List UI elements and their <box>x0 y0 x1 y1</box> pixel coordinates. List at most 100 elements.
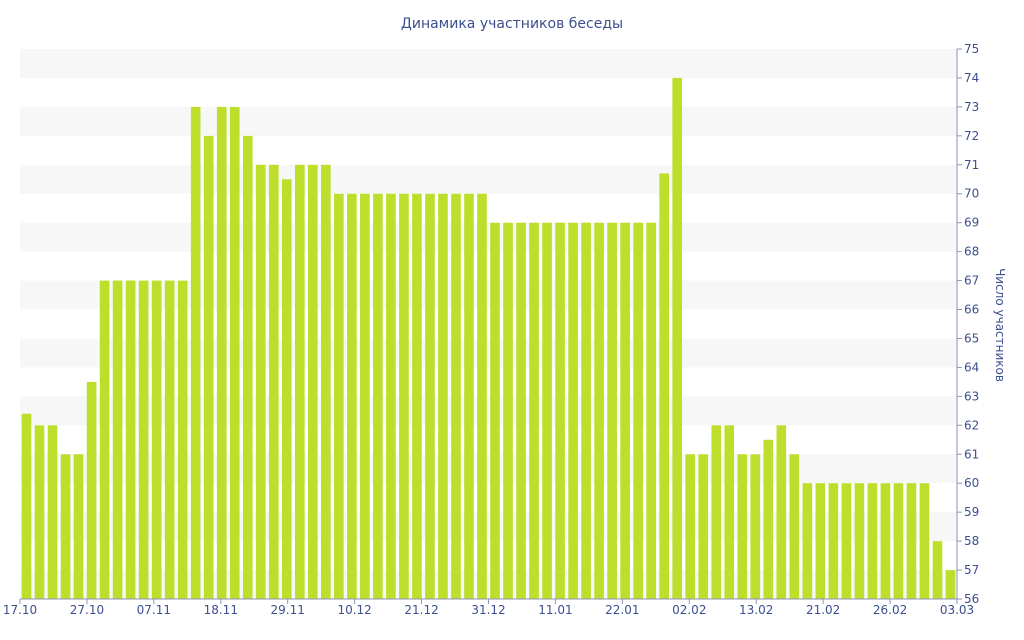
y-axis-ticks: 56 57 58 59 60 61 62 63 64 65 66 67 68 69 70 71 72 73 74 75 <box>957 42 979 606</box>
bar <box>724 425 735 599</box>
bar <box>399 193 409 599</box>
bar <box>828 483 839 599</box>
bar <box>203 135 214 599</box>
bar <box>229 106 240 599</box>
y-tick-label: 65 <box>964 331 979 345</box>
bar <box>451 193 461 599</box>
bar <box>138 280 149 599</box>
bar <box>633 222 643 599</box>
bar <box>685 454 696 599</box>
y-tick-label: 56 <box>964 592 979 606</box>
y-tick-label: 60 <box>964 476 979 490</box>
bar <box>73 454 84 599</box>
grid-band <box>20 280 957 310</box>
bar <box>503 222 513 599</box>
bar <box>347 193 357 599</box>
bar <box>737 454 748 599</box>
x-tick-label: 13.02 <box>739 603 773 617</box>
bar <box>659 173 670 599</box>
bar <box>555 222 565 599</box>
y-axis-title: Число участников <box>993 268 1007 382</box>
bar <box>880 483 891 599</box>
bar <box>125 280 136 599</box>
bar <box>60 454 71 599</box>
y-tick-label: 67 <box>964 274 979 288</box>
bar <box>34 425 45 599</box>
grid-bands <box>20 49 957 599</box>
bar <box>360 193 370 599</box>
bar <box>581 222 591 599</box>
bar <box>711 425 722 599</box>
grid-band <box>20 49 957 78</box>
bar <box>151 280 162 599</box>
bar <box>750 454 761 599</box>
bar <box>516 222 526 599</box>
grid-band <box>20 164 957 194</box>
y-tick-label: 71 <box>964 158 979 172</box>
bar <box>307 164 318 599</box>
bar <box>425 193 435 599</box>
bar <box>177 280 188 599</box>
bar <box>568 222 578 599</box>
y-tick-label: 64 <box>964 360 979 374</box>
bar <box>321 164 331 599</box>
x-tick-label: 10.12 <box>337 603 371 617</box>
x-tick-label: 07.11 <box>137 603 171 617</box>
grid-band <box>20 396 957 426</box>
bar <box>893 483 904 599</box>
bar <box>47 425 58 599</box>
grid-band <box>20 512 957 542</box>
y-tick-label: 73 <box>964 100 979 114</box>
y-tick-label: 57 <box>964 563 979 577</box>
bar <box>542 222 552 599</box>
grid-band <box>20 222 957 252</box>
bar <box>802 483 813 599</box>
y-tick-label: 63 <box>964 389 979 403</box>
bar <box>815 483 826 599</box>
bar <box>112 280 123 599</box>
bar <box>164 280 175 599</box>
bar <box>477 193 487 599</box>
bar <box>99 280 110 599</box>
y-tick-label: 58 <box>964 534 979 548</box>
x-tick-label: 21.12 <box>404 603 438 617</box>
bar <box>294 164 305 599</box>
bar <box>945 570 956 599</box>
bar <box>464 193 474 599</box>
x-tick-label: 29.11 <box>271 603 305 617</box>
grid-band <box>20 338 957 368</box>
bar <box>216 106 227 599</box>
bar <box>620 222 630 599</box>
bar <box>841 483 852 599</box>
bar <box>438 193 448 599</box>
x-tick-label: 22.01 <box>605 603 639 617</box>
bar <box>268 164 279 599</box>
x-tick-label: 31.12 <box>471 603 505 617</box>
y-tick-label: 69 <box>964 216 979 230</box>
y-tick-label: 72 <box>964 129 979 143</box>
bar <box>607 222 617 599</box>
x-tick-label: 11.01 <box>538 603 572 617</box>
bar <box>490 222 500 599</box>
bar <box>698 454 709 599</box>
bar <box>763 439 774 599</box>
x-tick-label: 03.03 <box>940 603 974 617</box>
bar <box>932 541 943 599</box>
bar <box>373 193 383 599</box>
x-tick-label: 26.02 <box>873 603 907 617</box>
bar <box>776 425 787 599</box>
bar <box>906 483 917 599</box>
bar <box>646 222 656 599</box>
bar-series <box>21 77 956 599</box>
y-tick-label: 70 <box>964 187 979 201</box>
grid-band <box>20 454 957 484</box>
bar <box>919 483 930 599</box>
bar <box>242 135 253 599</box>
bar <box>412 193 422 599</box>
bar <box>255 164 266 599</box>
x-tick-label: 02.02 <box>672 603 706 617</box>
bar <box>529 222 539 599</box>
bar <box>594 222 604 599</box>
grid-band <box>20 570 957 599</box>
